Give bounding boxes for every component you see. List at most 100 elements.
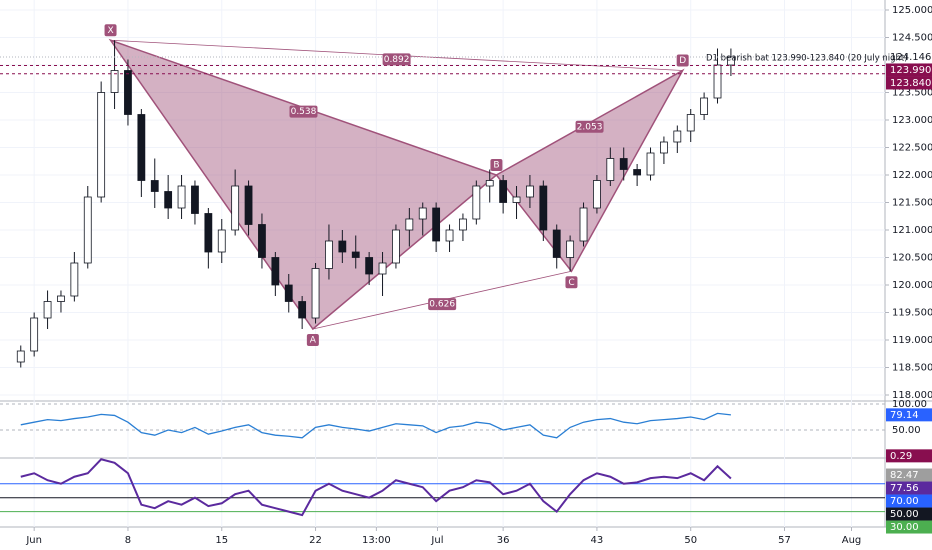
candle-body xyxy=(579,207,588,242)
y-tick-label: 124.500 xyxy=(892,33,932,44)
price-tag xyxy=(886,449,932,463)
x-tick-label: 36 xyxy=(497,535,510,546)
y-tick-label: 122.500 xyxy=(892,143,932,154)
x-tick-label: 57 xyxy=(778,535,791,546)
y-tick-label: 119.500 xyxy=(892,308,932,319)
pattern-point-box xyxy=(565,276,578,289)
pattern-point-label: D xyxy=(679,56,686,66)
candle-body xyxy=(150,180,159,192)
candle-body xyxy=(177,185,186,209)
candle-body xyxy=(566,240,575,258)
candle-body xyxy=(405,218,414,231)
candle-body xyxy=(459,218,467,231)
candle-body xyxy=(43,301,52,319)
y-tick-label: 118.000 xyxy=(892,390,932,401)
pattern-point-box xyxy=(676,54,689,67)
candle-body xyxy=(606,158,615,181)
candle-body xyxy=(539,185,548,231)
y-tick-label: 120.500 xyxy=(892,253,932,264)
candle-body xyxy=(164,191,173,209)
candle-body xyxy=(552,229,561,258)
candle-body xyxy=(258,224,266,258)
pattern-point-box xyxy=(490,159,503,171)
candle-body xyxy=(204,213,213,253)
y-tick-label: 119.000 xyxy=(892,335,932,346)
annotation: D1 bearish bat 123.990-123.840 (20 July … xyxy=(706,54,908,64)
price-tag-label: 123.990 xyxy=(890,65,931,76)
candle-body xyxy=(365,257,374,275)
price-tag xyxy=(886,494,932,508)
candle-body xyxy=(137,114,146,181)
candle-body xyxy=(686,114,695,132)
candle-body xyxy=(499,180,508,203)
candle-body xyxy=(445,229,454,242)
candle-body xyxy=(646,152,655,176)
ratio-label: 0.538 xyxy=(291,107,317,117)
ratio-label: 2.053 xyxy=(577,122,603,132)
candle-body xyxy=(244,185,253,225)
price-tag xyxy=(886,481,932,495)
candle-body xyxy=(619,158,628,170)
candle-body xyxy=(57,295,65,302)
price-tag xyxy=(886,468,932,482)
candle-body xyxy=(512,196,521,203)
candle-body xyxy=(392,229,400,264)
price-tag-label: 82.47 xyxy=(890,470,919,481)
candle-body xyxy=(284,284,293,302)
candle-body xyxy=(217,229,226,253)
candle-body xyxy=(633,169,642,176)
ratio-box xyxy=(289,105,318,118)
candle-body xyxy=(660,141,668,154)
candle-body xyxy=(124,70,132,115)
candle-body xyxy=(191,185,199,214)
x-tick-label: 22 xyxy=(309,535,322,546)
y-tick-label: 118.500 xyxy=(892,363,932,374)
candle-body xyxy=(338,240,347,253)
candle-body xyxy=(83,196,92,264)
price-tag xyxy=(886,408,932,422)
candle-body xyxy=(271,257,280,286)
candle-body xyxy=(70,262,79,297)
ratio-label: 0.892 xyxy=(384,55,410,65)
price-tag xyxy=(886,63,932,77)
candle-body xyxy=(713,64,722,99)
candle-body xyxy=(593,180,601,209)
price-tag-label: 50.00 xyxy=(890,509,919,520)
osc-line xyxy=(20,458,732,517)
price-tag-label: 77.56 xyxy=(890,483,919,494)
x-tick-label: Aug xyxy=(842,535,862,546)
candle-body xyxy=(432,207,441,242)
x-tick-label: Jul xyxy=(430,535,443,546)
price-tag xyxy=(886,76,932,90)
y-tick-label: 123.500 xyxy=(892,88,932,99)
x-tick-label: 50 xyxy=(684,535,697,546)
ratio-box xyxy=(575,120,604,133)
price-tag-label: 123.840 xyxy=(890,78,931,89)
pattern-point-label: A xyxy=(310,336,317,346)
pattern-point-box xyxy=(104,24,117,37)
pattern-point-label: C xyxy=(568,278,574,288)
price-tag-label: 70.00 xyxy=(890,496,919,507)
candle-body xyxy=(351,251,360,258)
price-tag xyxy=(886,520,932,534)
y-tick-label: 125.000 xyxy=(892,5,932,16)
x-tick-label: 13:00 xyxy=(362,535,391,546)
candle-body xyxy=(311,268,320,319)
candle-body xyxy=(673,130,682,143)
candle-body xyxy=(485,180,494,187)
y-tick-label: 122.000 xyxy=(892,170,932,181)
candle-body xyxy=(418,207,427,220)
pattern-point-label: X xyxy=(107,26,113,36)
price-tag-label: 0.29 xyxy=(890,451,912,462)
price-tag-label: 30.00 xyxy=(890,522,919,533)
y-tick-label: 100.00 xyxy=(892,399,927,410)
y-tick-label: 120.000 xyxy=(892,280,932,291)
y-tick-label: 50.00 xyxy=(892,425,921,436)
x-tick-label: Jun xyxy=(25,535,42,546)
y-tick-label: 121.000 xyxy=(892,225,932,236)
price-tag xyxy=(886,50,932,64)
x-tick-label: 8 xyxy=(125,535,131,546)
pattern-point-label: B xyxy=(493,161,499,171)
ratio-label: 0.626 xyxy=(429,300,455,310)
